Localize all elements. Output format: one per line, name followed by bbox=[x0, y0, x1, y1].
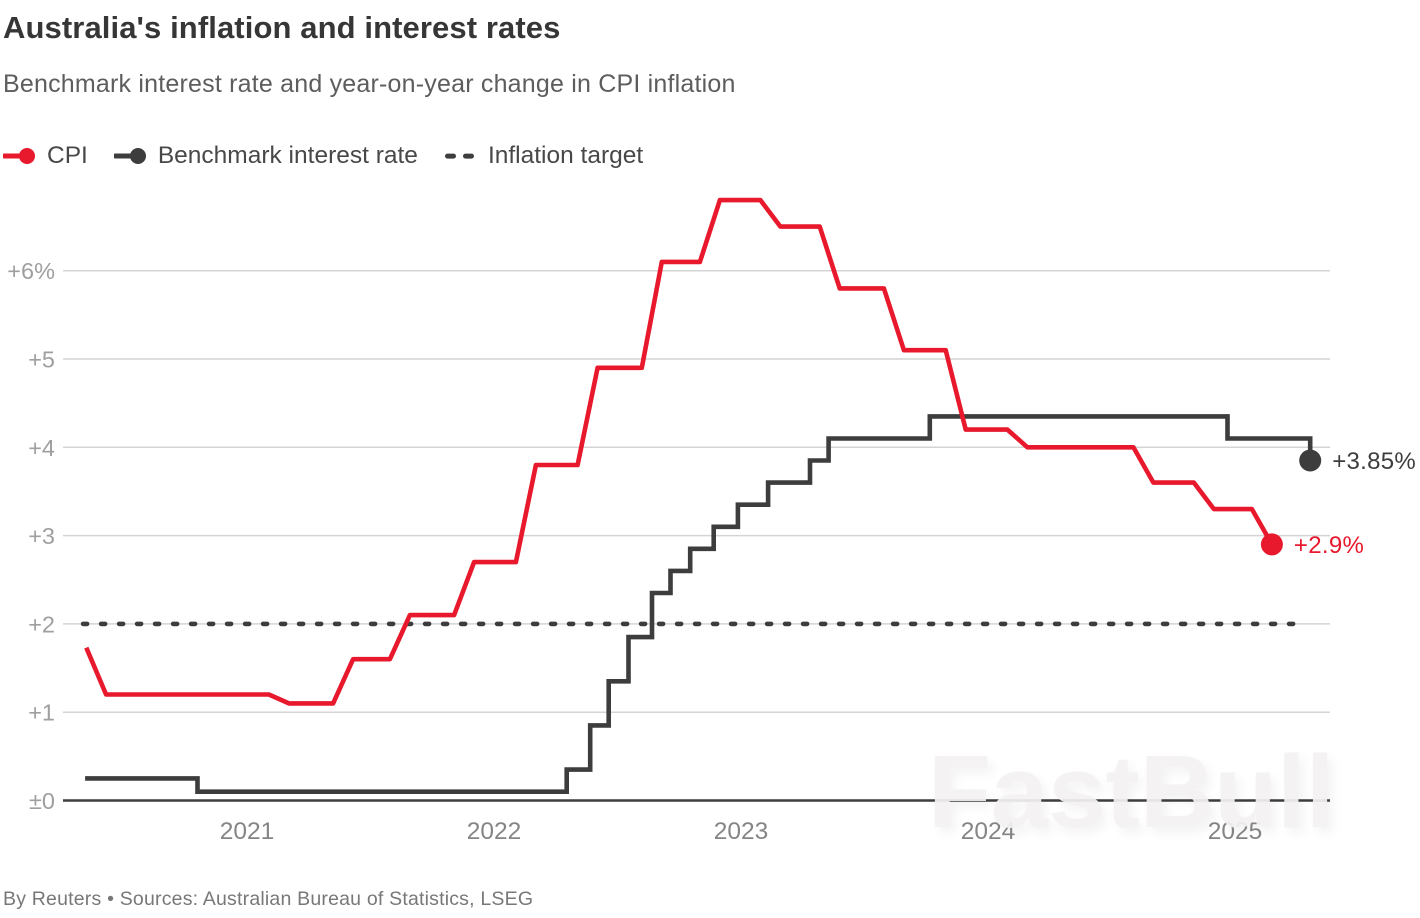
cpi-series-marker-icon bbox=[3, 148, 35, 164]
cpi-end-label: +2.9% bbox=[1294, 532, 1364, 559]
x-tick-label: 2021 bbox=[220, 818, 275, 845]
y-tick-label: +2 bbox=[28, 611, 55, 637]
y-tick-label: +3 bbox=[28, 523, 55, 549]
rate-series-marker-icon bbox=[113, 148, 146, 164]
axis-labels: +6% +5 +4 +3 +2 +1 ±0 2021 2022 2023 2024 2025 bbox=[7, 258, 1262, 845]
gridlines bbox=[63, 269, 1330, 802]
page-title: Australia's inflation and interest rates bbox=[3, 10, 561, 45]
y-tick-label: +1 bbox=[28, 700, 55, 726]
legend-item-inflation-target: Inflation target bbox=[444, 142, 643, 170]
x-tick-label: 2025 bbox=[1208, 818, 1263, 845]
y-tick-label: +5 bbox=[28, 347, 55, 373]
legend-item-benchmark-rate: Benchmark interest rate bbox=[113, 142, 418, 170]
y-tick-label: +6% bbox=[7, 258, 55, 284]
y-tick-label: ±0 bbox=[29, 788, 55, 814]
legend-label-benchmark-rate: Benchmark interest rate bbox=[157, 142, 418, 169]
chart-legend: CPI Benchmark interest rate Inflation ta… bbox=[3, 142, 643, 170]
target-dashes-marker-icon bbox=[444, 153, 474, 159]
y-tick-label: +4 bbox=[28, 435, 55, 461]
x-tick-label: 2022 bbox=[467, 818, 522, 845]
cpi-end-dot bbox=[1260, 533, 1283, 556]
rate-end-dot bbox=[1299, 449, 1322, 472]
watermark: FastBull bbox=[928, 734, 1335, 849]
source-attribution: By Reuters • Sources: Australian Bureau … bbox=[3, 888, 534, 910]
x-tick-label: 2023 bbox=[714, 818, 769, 845]
rate-line bbox=[85, 414, 1313, 794]
x-tick-label: 2024 bbox=[961, 818, 1016, 845]
cpi-line bbox=[84, 197, 1274, 706]
legend-label-cpi: CPI bbox=[47, 142, 88, 169]
legend-item-cpi: CPI bbox=[3, 142, 88, 170]
chart-subtitle: Benchmark interest rate and year-on-year… bbox=[3, 70, 736, 98]
legend-label-inflation-target: Inflation target bbox=[487, 142, 644, 169]
rate-end-label: +3.85% bbox=[1332, 448, 1416, 475]
